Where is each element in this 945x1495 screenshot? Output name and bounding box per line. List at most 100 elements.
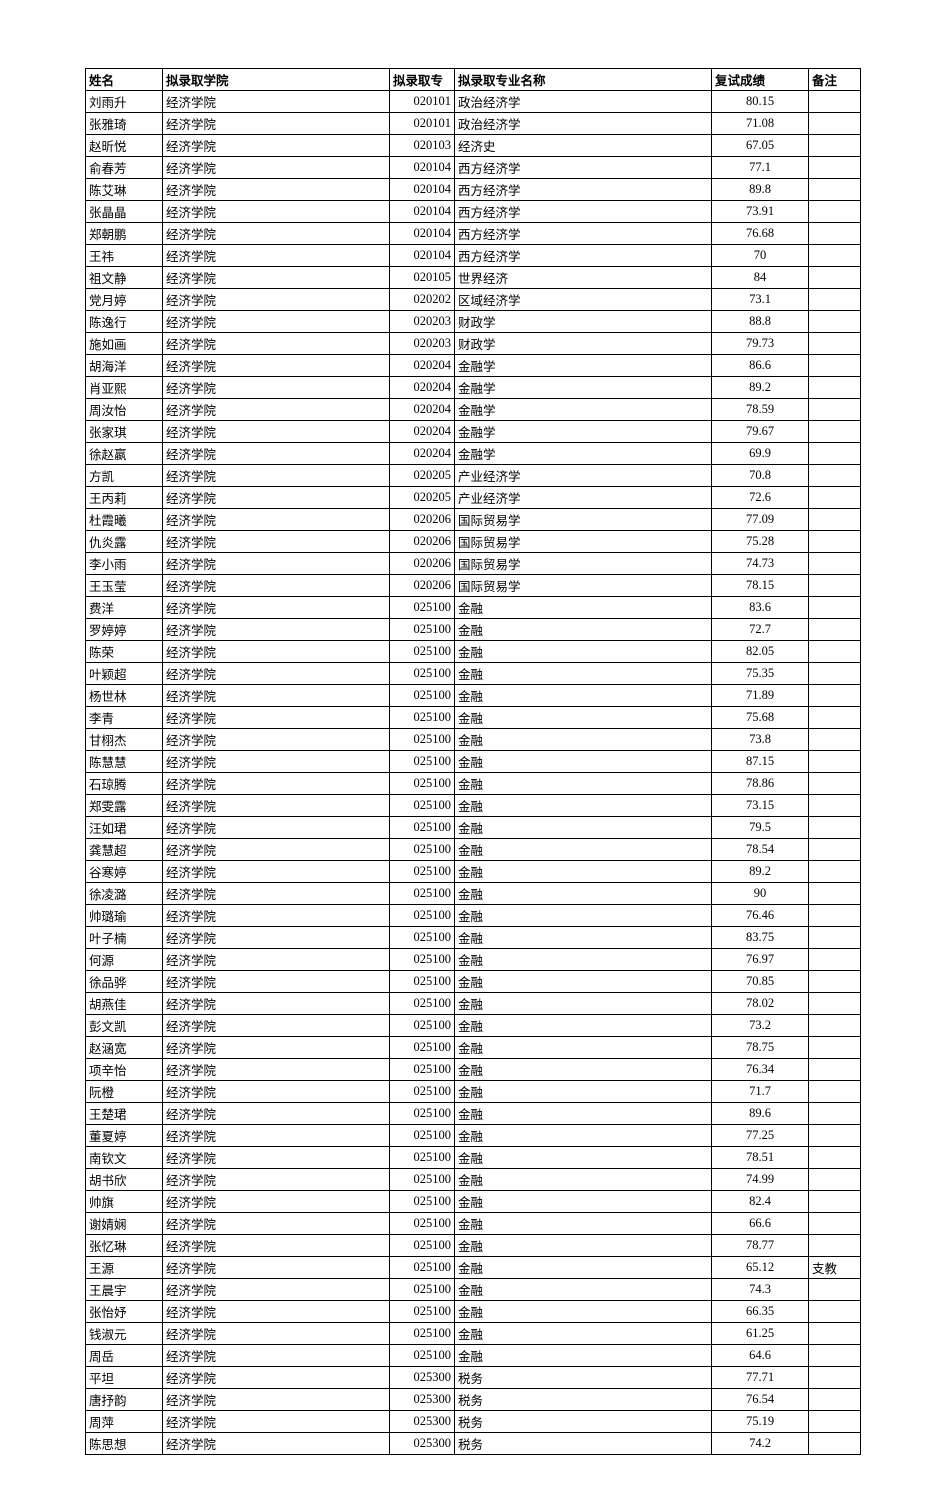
- table-row: 胡书欣经济学院025100金融74.99: [86, 1169, 861, 1191]
- cell-score: 75.68: [712, 707, 809, 729]
- cell-note: [809, 927, 861, 949]
- cell-score: 70.8: [712, 465, 809, 487]
- cell-code: 025100: [390, 1147, 455, 1169]
- cell-note: [809, 113, 861, 135]
- cell-name: 赵昕悦: [86, 135, 163, 157]
- table-row: 仇炎露经济学院020206国际贸易学75.28: [86, 531, 861, 553]
- cell-code: 025100: [390, 1323, 455, 1345]
- cell-college: 经济学院: [163, 751, 390, 773]
- cell-college: 经济学院: [163, 531, 390, 553]
- table-row: 祖文静经济学院020105世界经济84: [86, 267, 861, 289]
- cell-note: [809, 773, 861, 795]
- table-row: 帅旗经济学院025100金融82.4: [86, 1191, 861, 1213]
- table-row: 刘雨升经济学院020101政治经济学80.15: [86, 91, 861, 113]
- cell-name: 陈逸行: [86, 311, 163, 333]
- cell-major: 金融: [455, 1191, 712, 1213]
- cell-college: 经济学院: [163, 1059, 390, 1081]
- cell-major: 金融学: [455, 377, 712, 399]
- cell-code: 020204: [390, 421, 455, 443]
- cell-name: 阮橙: [86, 1081, 163, 1103]
- cell-major: 金融: [455, 1081, 712, 1103]
- cell-score: 84: [712, 267, 809, 289]
- table-row: 施如画经济学院020203财政学79.73: [86, 333, 861, 355]
- cell-note: [809, 509, 861, 531]
- table-row: 徐品骅经济学院025100金融70.85: [86, 971, 861, 993]
- cell-major: 税务: [455, 1367, 712, 1389]
- cell-note: [809, 1169, 861, 1191]
- cell-name: 党月婷: [86, 289, 163, 311]
- cell-major: 政治经济学: [455, 91, 712, 113]
- table-row: 帅璐瑜经济学院025100金融76.46: [86, 905, 861, 927]
- table-row: 阮橙经济学院025100金融71.7: [86, 1081, 861, 1103]
- cell-name: 胡燕佳: [86, 993, 163, 1015]
- cell-score: 76.97: [712, 949, 809, 971]
- table-row: 罗婷婷经济学院025100金融72.7: [86, 619, 861, 641]
- table-row: 费洋经济学院025100金融83.6: [86, 597, 861, 619]
- cell-college: 经济学院: [163, 1213, 390, 1235]
- cell-note: [809, 311, 861, 333]
- cell-name: 赵涵宽: [86, 1037, 163, 1059]
- table-row: 王楚珺经济学院025100金融89.6: [86, 1103, 861, 1125]
- cell-code: 025100: [390, 1081, 455, 1103]
- cell-major: 金融: [455, 663, 712, 685]
- cell-score: 73.8: [712, 729, 809, 751]
- cell-note: 支教: [809, 1257, 861, 1279]
- cell-college: 经济学院: [163, 971, 390, 993]
- cell-name: 王祎: [86, 245, 163, 267]
- cell-code: 025100: [390, 1279, 455, 1301]
- cell-college: 经济学院: [163, 575, 390, 597]
- cell-note: [809, 377, 861, 399]
- cell-college: 经济学院: [163, 399, 390, 421]
- cell-college: 经济学院: [163, 1279, 390, 1301]
- cell-code: 025100: [390, 1059, 455, 1081]
- cell-college: 经济学院: [163, 1411, 390, 1433]
- table-row: 甘栩杰经济学院025100金融73.8: [86, 729, 861, 751]
- cell-major: 金融: [455, 1037, 712, 1059]
- cell-score: 77.71: [712, 1367, 809, 1389]
- cell-college: 经济学院: [163, 619, 390, 641]
- cell-college: 经济学院: [163, 157, 390, 179]
- cell-note: [809, 1367, 861, 1389]
- cell-major: 金融: [455, 795, 712, 817]
- cell-code: 020204: [390, 377, 455, 399]
- cell-score: 78.02: [712, 993, 809, 1015]
- cell-code: 020206: [390, 531, 455, 553]
- cell-note: [809, 971, 861, 993]
- cell-score: 82.05: [712, 641, 809, 663]
- cell-name: 陈思想: [86, 1433, 163, 1455]
- cell-name: 李青: [86, 707, 163, 729]
- cell-college: 经济学院: [163, 201, 390, 223]
- cell-code: 025100: [390, 1037, 455, 1059]
- cell-note: [809, 751, 861, 773]
- cell-note: [809, 267, 861, 289]
- cell-score: 79.67: [712, 421, 809, 443]
- cell-note: [809, 1411, 861, 1433]
- cell-name: 杜霞曦: [86, 509, 163, 531]
- cell-college: 经济学院: [163, 333, 390, 355]
- cell-note: [809, 245, 861, 267]
- cell-college: 经济学院: [163, 949, 390, 971]
- cell-code: 025300: [390, 1411, 455, 1433]
- cell-major: 国际贸易学: [455, 553, 712, 575]
- cell-note: [809, 1015, 861, 1037]
- cell-note: [809, 443, 861, 465]
- cell-code: 025100: [390, 1125, 455, 1147]
- table-row: 平坦经济学院025300税务77.71: [86, 1367, 861, 1389]
- cell-college: 经济学院: [163, 443, 390, 465]
- table-row: 赵昕悦经济学院020103经济史67.05: [86, 135, 861, 157]
- cell-college: 经济学院: [163, 487, 390, 509]
- cell-college: 经济学院: [163, 1323, 390, 1345]
- cell-major: 税务: [455, 1433, 712, 1455]
- cell-score: 77.09: [712, 509, 809, 531]
- cell-college: 经济学院: [163, 135, 390, 157]
- table-row: 陈思想经济学院025300税务74.2: [86, 1433, 861, 1455]
- cell-college: 经济学院: [163, 927, 390, 949]
- cell-code: 025300: [390, 1367, 455, 1389]
- cell-score: 86.6: [712, 355, 809, 377]
- cell-code: 020104: [390, 201, 455, 223]
- cell-score: 73.2: [712, 1015, 809, 1037]
- cell-major: 国际贸易学: [455, 575, 712, 597]
- cell-note: [809, 465, 861, 487]
- cell-name: 彭文凯: [86, 1015, 163, 1037]
- cell-name: 徐凌潞: [86, 883, 163, 905]
